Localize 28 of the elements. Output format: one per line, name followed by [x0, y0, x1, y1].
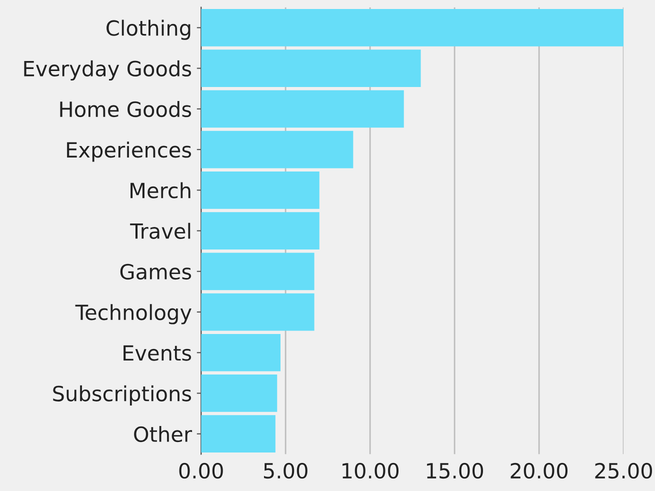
y-tick-label: Subscriptions: [53, 385, 192, 406]
x-tick-label: 0.00: [179, 462, 223, 479]
bar: [201, 212, 320, 250]
y-tick-label: Games: [120, 264, 192, 280]
x-tick-label: 25.00: [595, 462, 652, 479]
y-tick-label: Everyday Goods: [24, 60, 192, 81]
x-tick-label: 20.00: [510, 462, 568, 479]
bar: [201, 252, 314, 290]
x-tick-label: 15.00: [427, 462, 484, 479]
bar: [201, 90, 404, 128]
y-tick-label: Events: [124, 345, 192, 361]
bar: [201, 8, 624, 46]
y-tick-label: Home Goods: [60, 101, 192, 118]
y-tick-label: Travel: [130, 222, 190, 239]
y-tick-label: Clothing: [106, 20, 190, 40]
y-tick-label: Technology: [75, 304, 192, 324]
bar: [201, 293, 314, 331]
y-tick-label: Other: [134, 426, 192, 442]
bar: [201, 415, 276, 453]
y-tick-label: Experiences: [67, 142, 192, 162]
bar: [201, 374, 278, 412]
x-tick-label: 10.00: [342, 462, 399, 479]
x-tick-label: 5.00: [264, 462, 308, 479]
bar: [201, 171, 320, 209]
y-tick-label: Merch: [130, 182, 190, 198]
bar: [201, 130, 354, 168]
bar: [201, 50, 421, 87]
bar: [201, 334, 281, 372]
